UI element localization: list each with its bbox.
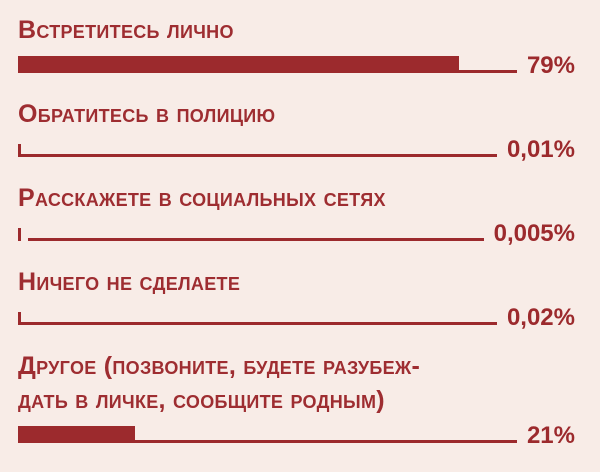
leader-line [21, 322, 497, 325]
bar-label: Расскажете в социальных сетях [18, 184, 386, 212]
chart-row-other: Другое (позвоните, будете разубеж- дать … [18, 349, 575, 448]
leader-line [135, 440, 517, 443]
bar-value: 0,02% [506, 304, 575, 331]
bar-track: 0,01% [18, 138, 575, 162]
chart-row-go-to-police: Обратитесь в полицию 0,01% [18, 97, 575, 162]
bar-fill [18, 312, 21, 325]
bar-value: 79% [526, 52, 575, 79]
leader-line [28, 238, 484, 241]
chart-row-tell-social-networks: Расскажете в социальных сетях 0,005% [18, 181, 575, 246]
bar-label: Другое (позвоните, будете разубеж- дать … [18, 352, 421, 414]
bar-fill [18, 426, 135, 443]
bar-track: 21% [18, 424, 575, 448]
bar-value: 0,01% [506, 136, 575, 163]
bar-value: 0,005% [493, 220, 575, 247]
bar-fill [18, 144, 21, 157]
bar-label: Обратитесь в полицию [18, 100, 276, 128]
bar-track: 0,02% [18, 306, 575, 330]
bar-label: Ничего не сделаете [18, 268, 241, 296]
bar-fill [18, 228, 21, 241]
bar-label: Встретитесь лично [18, 16, 234, 44]
bar-track: 0,005% [18, 222, 575, 246]
bar-value: 21% [526, 422, 575, 449]
leader-line [21, 154, 497, 157]
bar-fill [18, 56, 459, 73]
bar-track: 79% [18, 54, 575, 78]
chart-row-meet-in-person: Встретитесь лично 79% [18, 13, 575, 78]
leader-line [459, 70, 517, 73]
survey-bar-chart: Встретитесь лично 79% Обратитесь в полиц… [18, 13, 575, 472]
chart-row-do-nothing: Ничего не сделаете 0,02% [18, 265, 575, 330]
